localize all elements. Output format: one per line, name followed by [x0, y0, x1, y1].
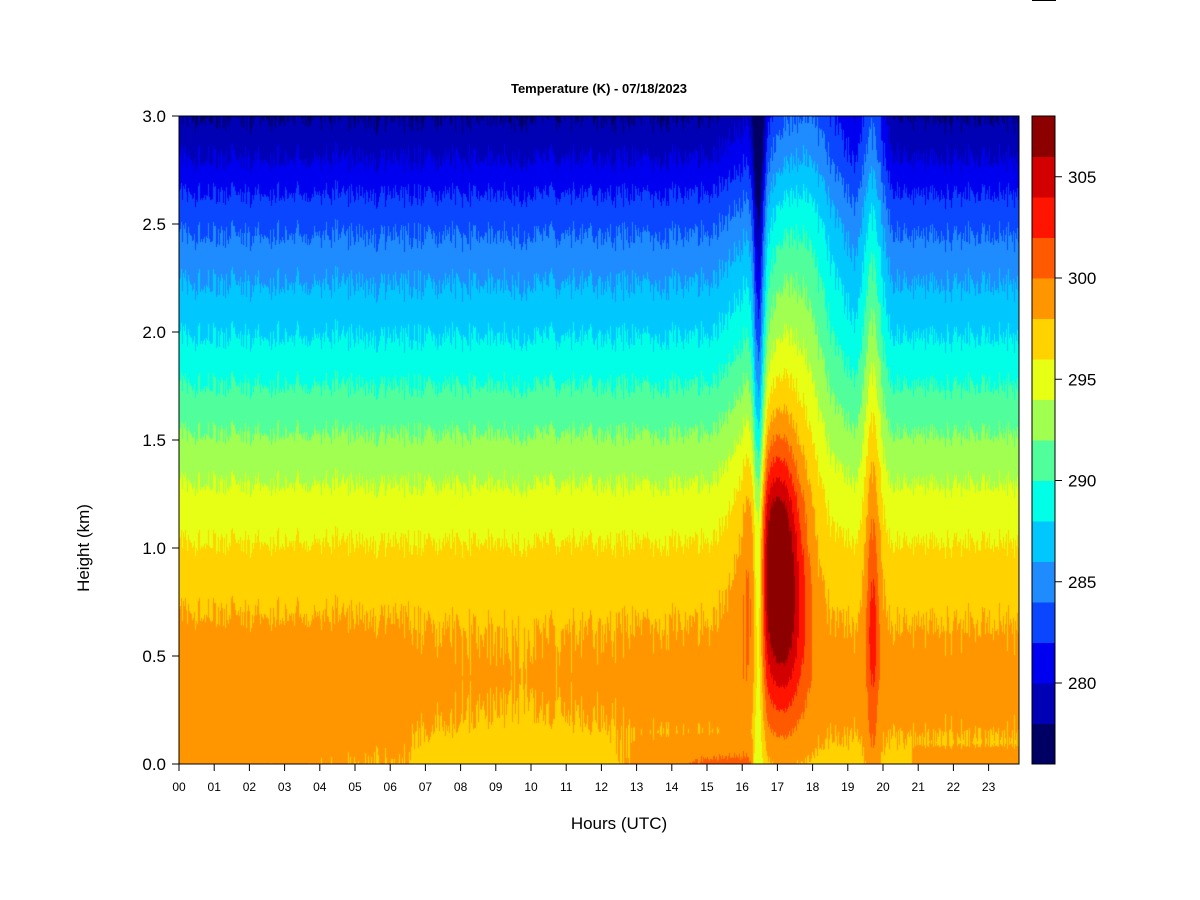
y-tick-label: 2.0 [142, 323, 166, 342]
y-tick-label: 1.5 [142, 431, 166, 450]
colorbar-bin [1032, 116, 1055, 157]
x-tick-label: 06 [384, 780, 398, 794]
x-tick-label: 05 [348, 780, 362, 794]
x-tick-label: 04 [313, 780, 327, 794]
colorbar-bin [1032, 156, 1055, 198]
colorbar-tick-label: 290 [1068, 472, 1096, 491]
colorbar-tick-label: 280 [1068, 674, 1096, 693]
x-tick-label: 15 [700, 780, 714, 794]
colorbar-bin [1032, 399, 1055, 441]
colorbar-bin [1032, 237, 1055, 279]
colorbar-bin [1032, 480, 1055, 522]
y-tick-label: 2.5 [142, 215, 166, 234]
x-tick-label: 07 [419, 780, 433, 794]
y-axis: 0.0 0.5 1.0 1.5 2.0 2.5 3.0 [142, 107, 179, 774]
colorbar-bin [1032, 440, 1055, 481]
colorbar: 280 285 290 295 300 305 [1031, 115, 1096, 765]
x-tick-label: 14 [665, 780, 679, 794]
x-tick-label: 20 [876, 780, 890, 794]
x-tick-label: 12 [595, 780, 609, 794]
colorbar-bin [1032, 521, 1055, 562]
colorbar-frame [1031, 115, 1056, 765]
colorbar-bin [1032, 602, 1055, 643]
x-tick-label: 19 [841, 780, 855, 794]
x-tick-label: 18 [806, 780, 820, 794]
x-tick-label: 11 [560, 780, 573, 794]
x-tick-label: 22 [947, 780, 961, 794]
x-axis: 00 01 02 03 04 05 06 07 08 09 10 11 12 13 14 15 16 17 18 19… [172, 764, 996, 794]
top-right-mark [1032, 0, 1056, 1]
x-tick-label: 13 [630, 780, 644, 794]
y-tick-label: 0.5 [142, 647, 166, 666]
y-tick-label: 3.0 [142, 107, 166, 126]
colorbar-bin [1032, 723, 1055, 765]
x-tick-label: 17 [771, 780, 785, 794]
colorbar-tick-label: 285 [1068, 573, 1096, 592]
x-tick-label: 01 [208, 780, 222, 794]
y-axis-label: Height (km) [74, 504, 93, 592]
x-tick-label: 23 [982, 780, 996, 794]
colorbar-tick-label: 305 [1068, 168, 1096, 187]
x-tick-label: 10 [524, 780, 538, 794]
x-tick-label: 02 [243, 780, 257, 794]
plot-area [179, 116, 1019, 764]
colorbar-bin [1032, 197, 1055, 238]
colorbar-bin [1032, 318, 1055, 360]
colorbar-bin [1032, 642, 1055, 684]
x-tick-label: 09 [489, 780, 503, 794]
x-tick-label: 08 [454, 780, 468, 794]
colorbar-bin [1032, 359, 1055, 400]
x-axis-label: Hours (UTC) [571, 814, 667, 833]
x-tick-label: 16 [736, 780, 750, 794]
heatmap-image [179, 116, 1019, 764]
colorbar-tick-label: 295 [1068, 370, 1096, 389]
x-tick-label: 03 [278, 780, 292, 794]
colorbar-bin [1032, 278, 1055, 319]
y-tick-label: 1.0 [142, 539, 166, 558]
y-tick-label: 0.0 [142, 755, 166, 774]
x-tick-label: 21 [912, 780, 926, 794]
chart-title: Temperature (K) - 07/18/2023 [511, 81, 687, 96]
colorbar-bin [1032, 683, 1055, 724]
colorbar-tick-label: 300 [1068, 269, 1096, 288]
colorbar-bin [1032, 561, 1055, 603]
x-tick-label: 00 [172, 780, 186, 794]
